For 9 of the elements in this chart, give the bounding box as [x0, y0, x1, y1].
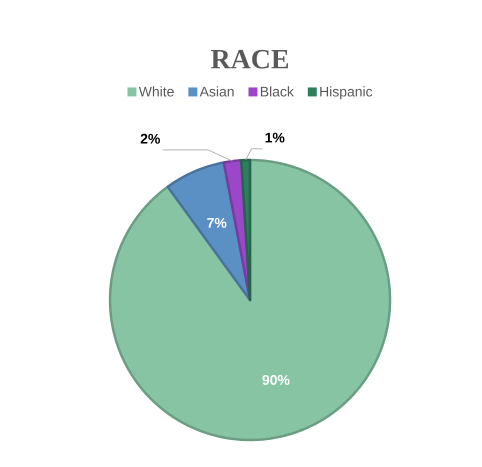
data-label: 1%: [266, 132, 284, 143]
data-label: 2%: [140, 134, 160, 144]
data-label: 90%: [262, 374, 290, 385]
legend-label: Black: [260, 86, 294, 97]
chart-title: RACE: [210, 50, 288, 69]
legend-label: Hispanic: [320, 86, 372, 100]
legend-label: Asian: [200, 86, 234, 97]
data-label: 7%: [207, 218, 226, 228]
legend-label: White: [138, 86, 174, 97]
